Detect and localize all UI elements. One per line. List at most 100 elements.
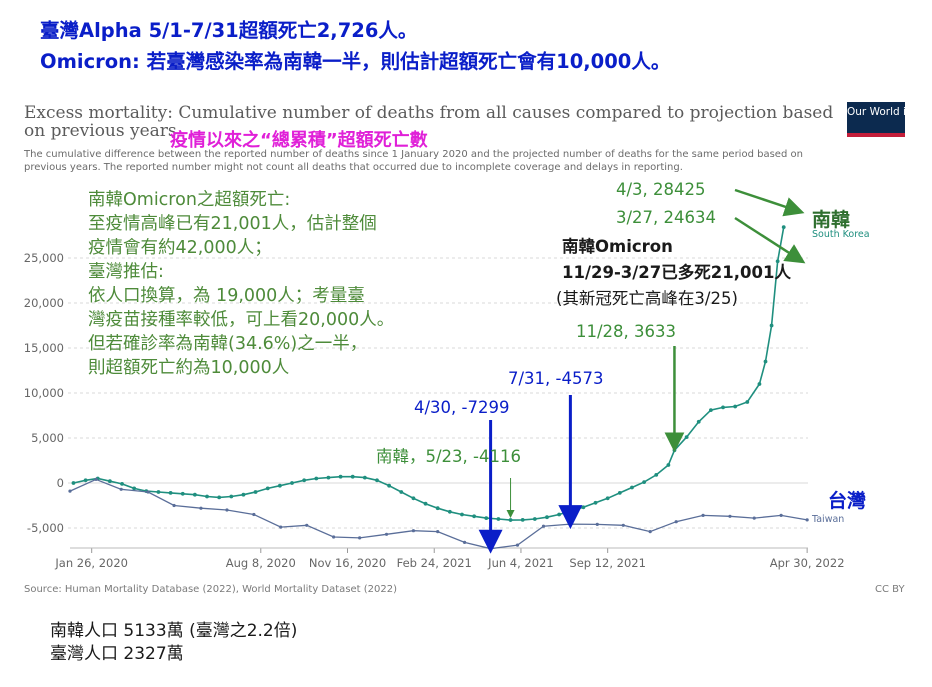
population-taiwan: 臺灣人口 2327萬 (50, 644, 184, 664)
data-point (701, 513, 705, 518)
data-point (621, 523, 625, 527)
data-point (763, 359, 768, 364)
data-point (541, 524, 546, 528)
population-note: 南韓人口 5133萬 (臺灣之2.2倍) 臺灣人口 2327萬 (50, 620, 297, 666)
y-tick-label: 5,000 (31, 431, 64, 445)
population-korea: 南韓人口 5133萬 (臺灣之2.2倍) (50, 621, 298, 641)
source-note: Source: Human Mortality Database (2022),… (24, 584, 398, 595)
data-point (94, 477, 98, 481)
chart-subtitle: The cumulative difference between the re… (24, 149, 803, 173)
data-point (120, 482, 124, 486)
x-tick-label: Jun 4, 2021 (487, 556, 554, 570)
y-tick-label: 10,000 (24, 386, 64, 400)
data-point (648, 530, 652, 534)
data-point (107, 479, 112, 484)
data-point (733, 404, 738, 409)
annotation-korea-omicron: 南韓Omicron (562, 237, 673, 256)
annotation-arrows (478, 188, 806, 554)
data-point (399, 490, 404, 494)
data-point (265, 486, 270, 491)
data-point (557, 512, 562, 517)
chart-title: Excess mortality: Cumulative number of d… (24, 103, 834, 141)
data-point (672, 448, 677, 453)
data-point (362, 475, 367, 480)
data-point (252, 512, 256, 517)
y-tick-label: 15,000 (24, 341, 64, 355)
data-point (775, 259, 780, 264)
data-point (654, 473, 659, 477)
data-point (752, 516, 756, 520)
data-point (460, 512, 464, 517)
data-point (496, 517, 501, 521)
heading-line-2: Omicron: 若臺灣感染率為南韓一半，則估計超額死亡會有10,000人。 (40, 50, 671, 73)
x-tick-label: Nov 16, 2020 (309, 556, 386, 570)
y-tick-label: 20,000 (24, 296, 64, 310)
data-point (532, 517, 537, 521)
korea-note-line: 南韓Omicron之超額死亡: (88, 190, 291, 210)
data-point (436, 530, 440, 534)
annotation-0327: 3/27, 24634 (616, 208, 717, 227)
data-point (302, 478, 307, 483)
data-point (277, 483, 282, 488)
annotation-0731: 7/31, -4573 (508, 369, 604, 388)
data-point (423, 501, 428, 506)
data-point (781, 225, 786, 230)
data-point (217, 495, 222, 500)
data-point (745, 400, 750, 404)
y-axis-ticks: -5,000 0 5,000 10,000 15,000 20,000 25,000 (24, 251, 64, 535)
data-point (146, 490, 150, 494)
data-point (338, 474, 343, 479)
data-point (769, 323, 774, 328)
data-point (488, 547, 493, 551)
data-point (674, 520, 678, 524)
label-taiwan-zh: 台灣 (828, 490, 867, 512)
data-point (132, 486, 137, 491)
series-line-taiwan (69, 478, 808, 550)
data-point (805, 518, 809, 522)
data-point (358, 536, 362, 540)
korea-note-line: 臺灣推估: (88, 262, 164, 282)
y-tick-label: 25,000 (24, 251, 64, 265)
data-point (484, 516, 489, 520)
data-point (593, 500, 598, 505)
data-point (384, 532, 389, 536)
data-point (199, 506, 203, 510)
data-point (229, 494, 234, 499)
data-point (605, 496, 610, 501)
x-tick-label: Feb 24, 2021 (397, 556, 472, 570)
data-point (314, 476, 319, 481)
korea-note-line: 但若確診率為南韓(34.6%)之一半， (88, 334, 368, 354)
data-point (757, 382, 762, 386)
data-point (508, 518, 513, 522)
data-point (595, 522, 599, 527)
data-point (666, 463, 671, 467)
data-point (172, 503, 176, 508)
x-tick-label: Aug 8, 2020 (226, 556, 296, 570)
heading-line-1: 臺灣Alpha 5/1-7/31超額死亡2,726人。 (40, 19, 418, 42)
label-south-korea: South Korea (812, 229, 870, 240)
annotation-peak: (其新冠死亡高峰在3/25) (556, 289, 738, 308)
data-point (156, 490, 161, 494)
annotation-0430: 4/30, -7299 (414, 398, 510, 417)
korea-note-line: 至疫情高峰已有21,001人，估計整個 (88, 214, 377, 234)
data-point (225, 508, 229, 512)
data-point (332, 535, 336, 539)
data-point (708, 408, 713, 412)
data-point (728, 514, 732, 518)
x-tick-label: Jan 26, 2020 (54, 556, 128, 570)
data-point (568, 522, 572, 526)
data-point (305, 523, 309, 527)
data-point (180, 491, 185, 496)
data-point (326, 475, 331, 480)
annotation-korea-range: 11/29-3/27已多死21,001人 (562, 263, 791, 282)
data-point (581, 505, 586, 510)
label-taiwan: Taiwan (812, 514, 845, 525)
data-point (696, 419, 701, 424)
license-note: CC BY (875, 584, 905, 595)
data-point (192, 492, 197, 497)
label-korea-zh: 南韓 (812, 209, 851, 231)
data-point (168, 491, 173, 495)
data-point (435, 506, 440, 511)
data-point (253, 490, 258, 494)
